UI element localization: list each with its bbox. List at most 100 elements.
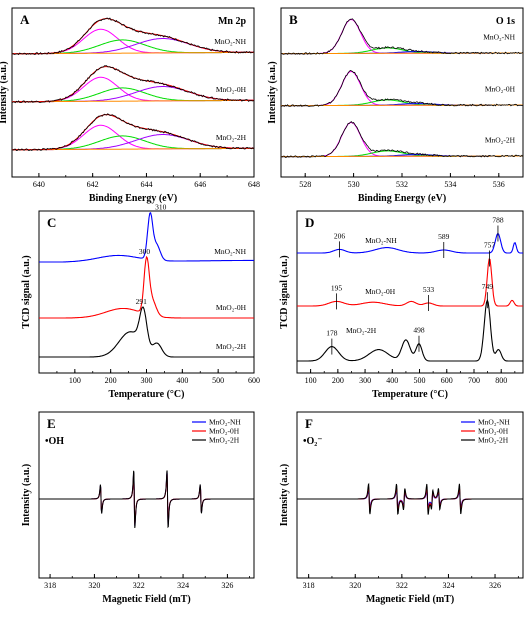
peak-label-D-1-2: 757 xyxy=(484,241,496,250)
panel-D: 100 200 300 400 500 600 700 800 Temperature (°C)… xyxy=(279,210,524,400)
series-label-A-1: MnO₂-0H xyxy=(216,85,247,94)
measured-B-0 xyxy=(280,18,524,55)
panel-A: 640 642 644 646 648 Binding Energy (eV) Intens… xyxy=(0,7,260,204)
panel-title-A: Mn 2p xyxy=(218,16,247,27)
x-tick-label-F-2: 322 xyxy=(396,581,408,590)
y-axis-label-A: Intensity (a.u.) xyxy=(0,61,9,124)
plot-frame-F xyxy=(296,411,524,579)
y-axis-label-B: Intensity (a.u.) xyxy=(267,61,278,124)
y-axis-label-E: Intensity (a.u.) xyxy=(21,464,32,527)
x-tick-label-A-3: 646 xyxy=(194,180,206,189)
x-tick-label-D-7: 800 xyxy=(495,376,507,385)
peak-label-D-2-1: 498 xyxy=(413,326,425,335)
series-label-C-2: MnO₂-2H xyxy=(216,342,247,351)
epr-spectrum-F-2 xyxy=(297,482,523,515)
panel-F: 318 320 322 324 326 Magnetic Field (mT) Intens… xyxy=(279,411,524,605)
x-axis-label-A: Binding Energy (eV) xyxy=(89,193,177,204)
measured-A-1 xyxy=(11,65,255,104)
plot-frame-E xyxy=(38,411,255,579)
panel-label-D: D xyxy=(305,215,314,230)
y-axis-label-F: Intensity (a.u.) xyxy=(279,464,290,527)
series-label-C-1: MnO₂-0H xyxy=(216,303,247,312)
species-label-F: •O₂⁻ xyxy=(303,436,323,447)
x-tick-label-C-3: 400 xyxy=(176,376,188,385)
tpr-curve-D-0 xyxy=(297,232,523,254)
peak-label-D-2-2: 749 xyxy=(482,282,494,291)
series-label-D-0: MnO₂-NH xyxy=(365,236,397,245)
plot-frame-A xyxy=(11,7,255,178)
x-tick-label-C-5: 600 xyxy=(248,376,260,385)
tpr-curve-C-1 xyxy=(39,255,254,319)
x-axis-label-F: Magnetic Field (mT) xyxy=(366,594,454,605)
measured-B-1 xyxy=(280,70,524,107)
x-tick-label-F-4: 326 xyxy=(489,581,501,590)
panel-label-F: F xyxy=(305,416,313,431)
legend-label-F-1: MnO₂-0H xyxy=(478,427,509,436)
x-tick-label-A-2: 644 xyxy=(140,180,152,189)
peak-label-D-1-1: 533 xyxy=(423,285,435,294)
x-tick-label-B-2: 532 xyxy=(396,180,408,189)
peak-label-D-1-0: 195 xyxy=(331,283,343,292)
x-tick-label-E-1: 320 xyxy=(88,581,100,590)
x-tick-label-F-0: 318 xyxy=(303,581,315,590)
x-tick-label-C-1: 200 xyxy=(105,376,117,385)
panel-label-B: B xyxy=(289,12,298,27)
x-tick-label-F-3: 324 xyxy=(442,581,454,590)
x-tick-label-C-0: 100 xyxy=(69,376,81,385)
x-tick-label-C-4: 500 xyxy=(212,376,224,385)
x-axis-label-C: Temperature (°C) xyxy=(109,389,185,400)
peak-label-C-2: 291 xyxy=(136,297,148,306)
x-tick-label-E-0: 318 xyxy=(44,581,56,590)
tpr-curve-D-1 xyxy=(297,258,523,307)
x-tick-label-E-2: 322 xyxy=(133,581,145,590)
x-tick-label-E-3: 324 xyxy=(177,581,189,590)
tpr-curve-D-2 xyxy=(297,298,523,362)
series-label-A-0: MnO₂-NH xyxy=(214,37,246,46)
panel-label-E: E xyxy=(47,416,56,431)
x-axis-label-E: Magnetic Field (mT) xyxy=(102,594,190,605)
peak-label-D-0-0: 206 xyxy=(334,231,346,240)
peak-label-C-0: 310 xyxy=(155,203,167,212)
series-label-C-0: MnO₂-NH xyxy=(214,247,246,256)
background-line-A-1 xyxy=(12,99,254,103)
x-tick-label-A-4: 648 xyxy=(248,180,260,189)
x-tick-label-D-1: 200 xyxy=(332,376,344,385)
measured-A-2 xyxy=(11,113,255,152)
legend-label-F-2: MnO₂-2H xyxy=(478,436,509,445)
x-tick-label-A-0: 640 xyxy=(33,180,45,189)
series-label-B-0: MnO₂-NH xyxy=(483,33,515,42)
series-label-D-2: MnO₂-2H xyxy=(346,326,377,335)
peak-label-D-2-0: 178 xyxy=(326,329,338,338)
x-tick-label-D-3: 400 xyxy=(386,376,398,385)
series-label-B-1: MnO₂-0H xyxy=(485,85,516,94)
measured-B-2 xyxy=(280,121,524,158)
series-label-D-1: MnO₂-0H xyxy=(365,287,396,296)
x-tick-label-D-4: 500 xyxy=(414,376,426,385)
tpr-curve-C-2 xyxy=(39,306,254,358)
x-tick-label-C-2: 300 xyxy=(141,376,153,385)
panel-title-B: O 1s xyxy=(496,16,515,27)
panel-label-C: C xyxy=(47,215,56,230)
tpr-curve-C-0 xyxy=(39,212,255,263)
x-tick-label-F-1: 320 xyxy=(349,581,361,590)
panel-E: 318 320 322 324 326 Magnetic Field (mT) Intens… xyxy=(21,411,255,605)
background-line-B-2 xyxy=(281,155,523,158)
plot-frame-D xyxy=(296,210,524,374)
legend-label-E-1: MnO₂-0H xyxy=(209,427,240,436)
x-axis-label-B: Binding Energy (eV) xyxy=(358,193,446,204)
series-label-B-2: MnO₂-2H xyxy=(485,136,516,145)
peak-label-D-0-2: 788 xyxy=(492,216,504,225)
x-tick-label-B-4: 536 xyxy=(493,180,505,189)
x-tick-label-B-1: 530 xyxy=(348,180,360,189)
background-line-A-2 xyxy=(12,147,254,151)
x-tick-label-B-0: 528 xyxy=(299,180,311,189)
x-tick-label-D-5: 600 xyxy=(441,376,453,385)
panel-label-A: A xyxy=(20,12,30,27)
x-tick-label-D-6: 700 xyxy=(468,376,480,385)
x-tick-label-D-0: 100 xyxy=(305,376,317,385)
epr-spectrum-E-2 xyxy=(39,470,254,529)
measured-A-0 xyxy=(11,17,255,56)
panel-C: 100 200 300 400 500 600 Temperature (°C) TCD si… xyxy=(21,203,260,400)
peak-label-C-1: 300 xyxy=(139,247,151,256)
